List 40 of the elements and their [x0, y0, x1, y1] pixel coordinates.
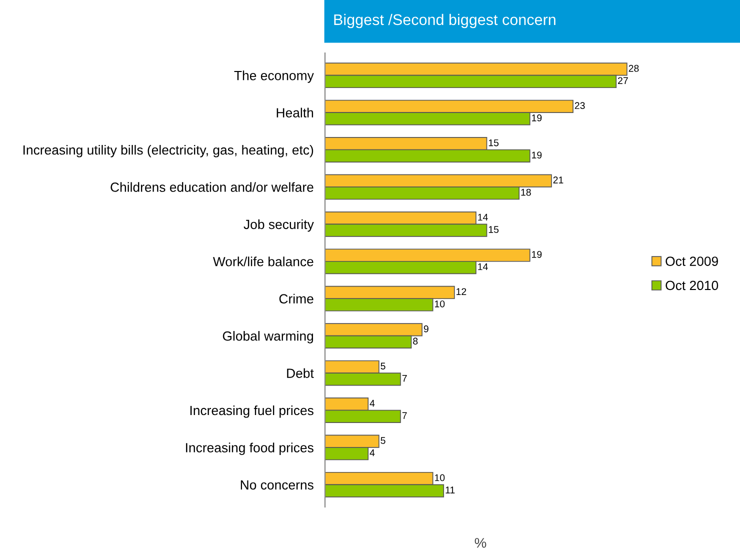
y-tick-label: Crime: [279, 294, 314, 304]
chart-title: Biggest /Second biggest concern: [334, 14, 556, 28]
data-label: 28: [628, 64, 639, 72]
y-tick-label: Increasing food prices: [186, 442, 314, 455]
data-label: 5: [380, 437, 386, 444]
y-tick-label: Childrens education and/or welfare: [110, 182, 314, 192]
y-tick-label: Job security: [244, 219, 314, 232]
data-label: 10: [434, 300, 445, 308]
data-label: 27: [618, 77, 628, 84]
data-label: 4: [370, 400, 375, 407]
legend-label: Oct 2010: [666, 280, 718, 290]
data-label: 14: [478, 214, 488, 221]
data-label: 19: [532, 114, 542, 122]
y-tick-label: Global warming: [222, 331, 314, 344]
y-tick-label: Health: [276, 108, 314, 118]
data-label: 10: [434, 474, 445, 482]
x-axis-title: %: [474, 538, 486, 548]
data-label: 19: [532, 250, 542, 258]
data-label: 15: [488, 139, 499, 146]
data-label: 5: [380, 362, 386, 370]
data-label: 23: [574, 102, 585, 110]
data-label: 18: [521, 188, 531, 196]
data-label: 9: [424, 325, 428, 332]
data-label: 15: [488, 226, 499, 233]
y-tick-label: Increasing utility bills (electricity, gas, heating, etc): [24, 144, 314, 158]
y-tick-label: Increasing fuel prices: [190, 405, 314, 418]
y-tick-label: Debt: [287, 368, 314, 378]
y-tick-label: The economy: [234, 70, 314, 83]
y-tick-label: Work/life balance: [212, 256, 314, 266]
data-label: 11: [446, 486, 455, 494]
legend-label: Oct 2009: [666, 256, 718, 266]
data-label: 12: [456, 288, 466, 295]
y-tick-label: No concerns: [240, 480, 314, 490]
data-label: 14: [478, 263, 488, 270]
data-label: 21: [553, 176, 564, 184]
data-label: 19: [532, 152, 542, 159]
data-label: 7: [402, 375, 407, 382]
data-label: 4: [370, 449, 375, 456]
data-label: 7: [402, 412, 407, 419]
data-label: 8: [413, 338, 418, 345]
